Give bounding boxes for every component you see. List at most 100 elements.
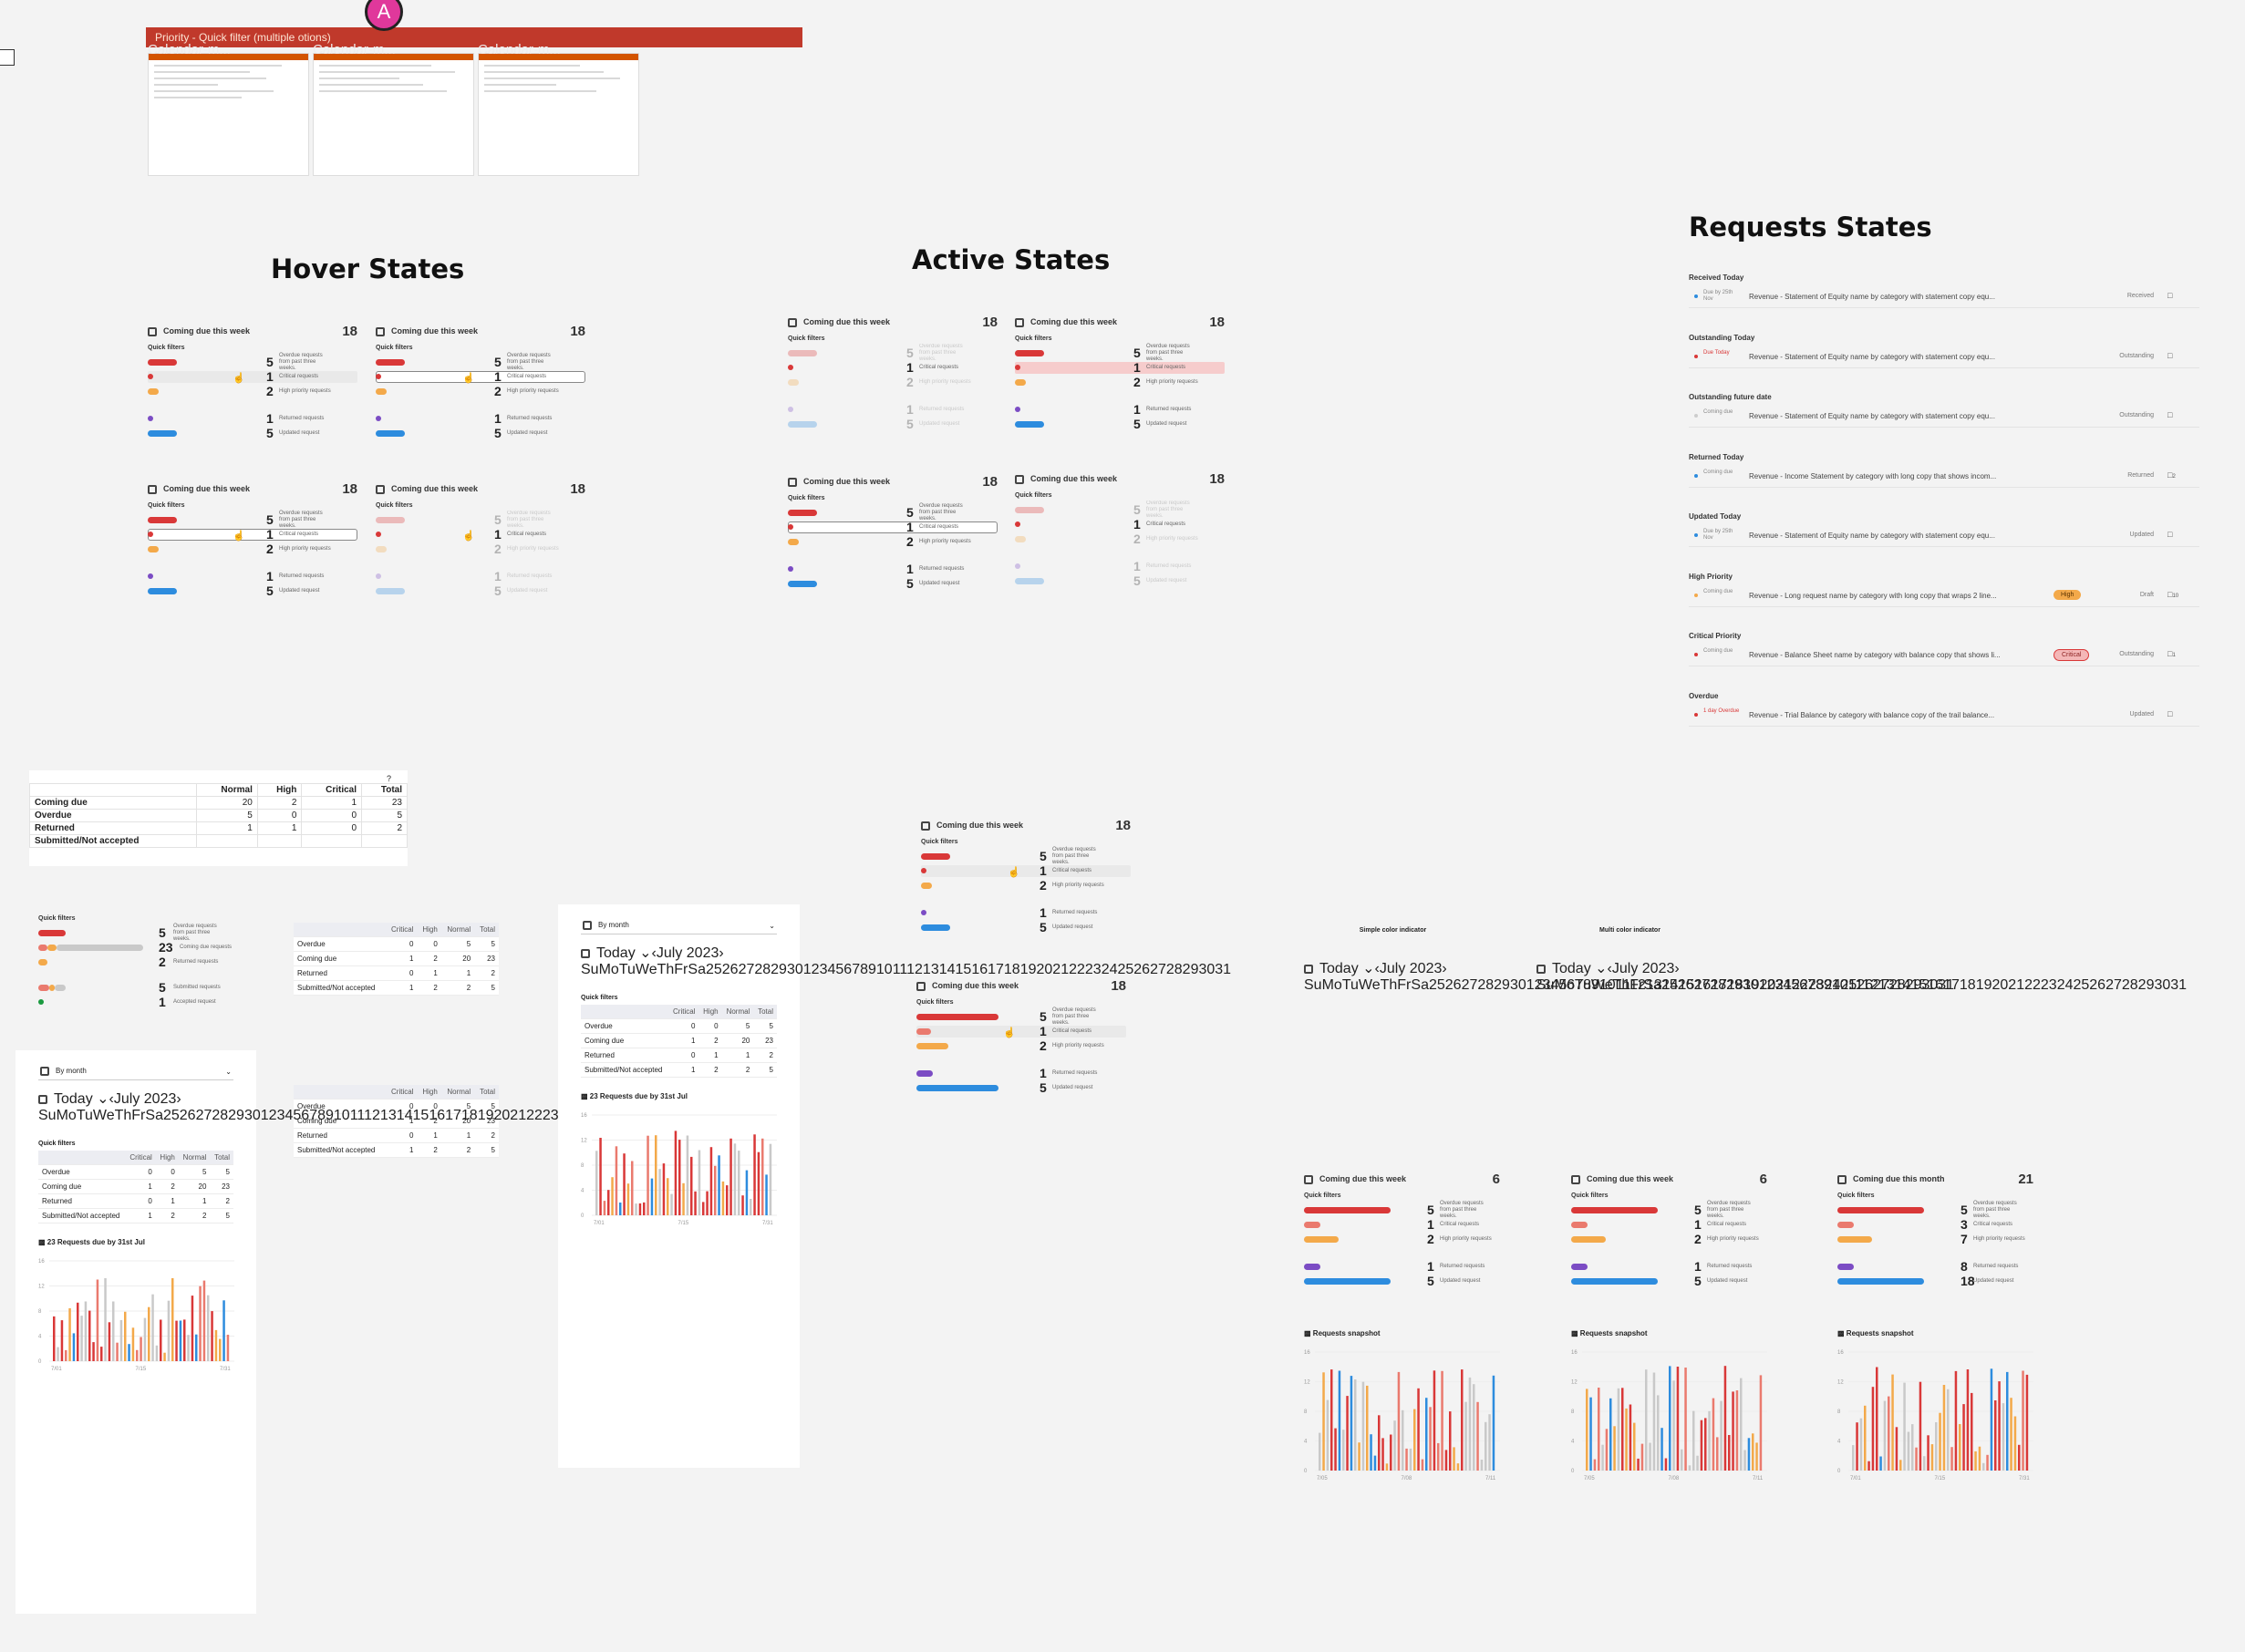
prev-month-button[interactable]: ‹ xyxy=(651,945,657,961)
calendar-day[interactable]: 19 xyxy=(1019,962,1037,977)
request-name[interactable]: Revenue - Statement of Equity name by ca… xyxy=(1749,293,1995,301)
calendar-day[interactable]: 7 xyxy=(852,962,861,977)
calendar-day[interactable]: 17 xyxy=(1711,977,1727,993)
coming-due-widget[interactable]: Coming due this week 18 Quick filters 5 Over… xyxy=(1015,471,1225,588)
calendar-day[interactable]: 9 xyxy=(326,1108,334,1123)
calendar-day[interactable]: 2 xyxy=(1766,977,1775,993)
coming-due-widget[interactable]: Coming due this week 6 Quick filters 5 Overd… xyxy=(1571,1172,1767,1288)
quick-filter-row[interactable]: 5 Overdue requests from past three weeks. xyxy=(376,353,585,371)
calendar-day[interactable]: 10 xyxy=(1598,977,1616,993)
quick-filter-row[interactable]: 2 High priority requests xyxy=(916,1038,1126,1053)
calendar-day[interactable]: 29 xyxy=(1182,962,1199,977)
calendar-day[interactable]: 31 xyxy=(1938,977,1955,993)
calendar-day[interactable]: 4 xyxy=(1783,977,1792,993)
calendar-day[interactable]: 20 xyxy=(1992,977,2009,993)
calendar-day[interactable]: 30 xyxy=(1742,977,1759,993)
calendar-day[interactable]: 11 xyxy=(892,962,907,977)
calendar-day[interactable]: 30 xyxy=(243,1108,261,1123)
next-month-button[interactable]: › xyxy=(176,1091,181,1107)
calendar-day[interactable]: 28 xyxy=(212,1108,229,1123)
calendar-day[interactable]: 19 xyxy=(477,1108,494,1123)
calendar-day[interactable]: 13 xyxy=(922,962,939,977)
calendar-day[interactable]: 26 xyxy=(179,1108,196,1123)
request-row[interactable]: Due by 25th Nov Revenue - Statement of Eq… xyxy=(1689,284,2199,308)
calendar-day[interactable]: 25 xyxy=(1660,977,1678,993)
calendar-day-today[interactable]: 8 xyxy=(860,962,868,977)
quick-filter-row[interactable]: 5 Updated request xyxy=(1015,573,1225,588)
calendar-day[interactable]: 27 xyxy=(1150,962,1166,977)
quick-filter-row[interactable]: 5 Updated request xyxy=(376,426,585,440)
calendar-day[interactable]: 1 xyxy=(1758,977,1767,993)
quick-filter-row[interactable]: 5 Updated request xyxy=(376,583,585,598)
calendar-day[interactable]: 22 xyxy=(1792,977,1808,993)
calendar-day[interactable]: 23 xyxy=(542,1108,559,1123)
quick-filter-row[interactable]: 2 High priority requests xyxy=(921,878,1131,893)
calendar-day[interactable]: 27 xyxy=(195,1108,212,1123)
quick-filter-row[interactable]: ☝ 1 Critical requests xyxy=(376,369,585,384)
calendar-day[interactable]: 18 xyxy=(460,1108,478,1123)
quick-filter-row[interactable]: 5 Updated request xyxy=(788,417,998,431)
calendar-day[interactable]: 15 xyxy=(1910,977,1928,993)
calendar-day[interactable]: 14 xyxy=(1661,977,1679,993)
calendar-day[interactable]: 12 xyxy=(906,962,923,977)
next-month-button[interactable]: › xyxy=(719,945,724,961)
request-name[interactable]: Revenue - Balance Sheet name by category… xyxy=(1749,651,2001,659)
calendar-day[interactable]: 18 xyxy=(1959,977,1976,993)
calendar-day[interactable]: 30 xyxy=(1921,977,1939,993)
calendar-day[interactable]: 30 xyxy=(1509,977,1526,993)
qf-submitted[interactable]: 5 Submitted requests xyxy=(38,980,239,995)
today-button[interactable]: Today ⌄ xyxy=(38,1091,109,1107)
qf-returned[interactable]: 2 Returned requests xyxy=(38,955,239,969)
calendar-day[interactable]: 14 xyxy=(1894,977,1911,993)
quick-filter-row[interactable]: 5 Updated request xyxy=(1015,417,1225,431)
calendar-day[interactable]: 27 xyxy=(1693,977,1711,993)
calendar-day[interactable]: 27 xyxy=(1873,977,1889,993)
quick-filter-row[interactable]: 2 High priority requests xyxy=(1304,1232,1500,1246)
quick-filter-row[interactable]: 1 Returned requests xyxy=(788,402,998,417)
calendar-day[interactable]: 15 xyxy=(955,962,972,977)
calendar-day[interactable]: 9 xyxy=(1824,977,1832,993)
comment-icon[interactable]: □10 xyxy=(2167,589,2179,599)
calendar-day[interactable]: 5 xyxy=(1791,977,1800,993)
qf-overdue[interactable]: 5 Overdue requests from past three weeks. xyxy=(38,924,239,942)
calendar-day[interactable]: 3 xyxy=(276,1108,285,1123)
calendar-day[interactable]: 26 xyxy=(1444,977,1462,993)
calendar-day[interactable]: 5 xyxy=(1558,977,1567,993)
comment-icon[interactable]: □1 xyxy=(2167,649,2176,658)
calendar-day[interactable]: 23 xyxy=(1084,962,1102,977)
calendar-day[interactable]: 27 xyxy=(1461,977,1478,993)
calendar-day[interactable]: 28 xyxy=(2121,977,2138,993)
quick-filter-row[interactable]: 1 Critical requests xyxy=(1571,1217,1767,1232)
comment-icon[interactable]: □ xyxy=(2167,530,2173,539)
calendar-day[interactable]: 31 xyxy=(2170,977,2188,993)
calendar-day[interactable]: 4 xyxy=(1550,977,1559,993)
quick-filter-row[interactable]: 1 Returned requests xyxy=(1571,1259,1767,1274)
request-name[interactable]: Revenue - Statement of Equity name by ca… xyxy=(1749,532,1995,540)
request-name[interactable]: Revenue - Statement of Equity name by ca… xyxy=(1749,352,1995,361)
calendar-day[interactable]: 5 xyxy=(293,1108,302,1123)
calendar-day[interactable]: 1 xyxy=(1526,977,1535,993)
calendar-day[interactable]: 5 xyxy=(835,962,844,977)
quick-filter-row[interactable]: 1 Returned requests xyxy=(376,411,585,426)
calendar-day[interactable]: 16 xyxy=(429,1108,446,1123)
calendar-day[interactable]: 19 xyxy=(1743,977,1760,993)
calendar-day[interactable]: 9 xyxy=(1591,977,1599,993)
calendar-day[interactable]: 21 xyxy=(1052,962,1070,977)
calendar-day[interactable]: 29 xyxy=(1494,977,1510,993)
quick-filter-row[interactable]: 2 High priority requests xyxy=(1015,532,1225,546)
quick-filter-row[interactable]: 5 Overdue requests from past three weeks. xyxy=(1015,344,1225,362)
calendar-day[interactable]: 1 xyxy=(260,1108,269,1123)
quick-filter-row[interactable]: 1 Returned requests xyxy=(148,411,357,426)
quick-filter-row[interactable]: 5 Updated request xyxy=(921,920,1131,934)
comment-icon[interactable]: □ xyxy=(2167,708,2173,718)
prev-month-button[interactable]: ‹ xyxy=(109,1091,114,1107)
coming-due-widget[interactable]: Coming due this week 6 Quick filters 5 Overd… xyxy=(1304,1172,1500,1288)
calendar-day[interactable]: 7 xyxy=(309,1108,318,1123)
calendar-day[interactable]: 13 xyxy=(1645,977,1662,993)
calendar-day[interactable]: 26 xyxy=(721,962,739,977)
qf-accepted[interactable]: 1 Accepted request xyxy=(38,995,239,1009)
calendar-day[interactable]: 14 xyxy=(396,1108,413,1123)
quick-filter-row[interactable]: 1 Critical requests xyxy=(1015,360,1225,375)
calendar-day[interactable]: 10 xyxy=(1831,977,1848,993)
quick-filter-row[interactable]: 5 Overdue requests from past three weeks. xyxy=(921,847,1131,865)
